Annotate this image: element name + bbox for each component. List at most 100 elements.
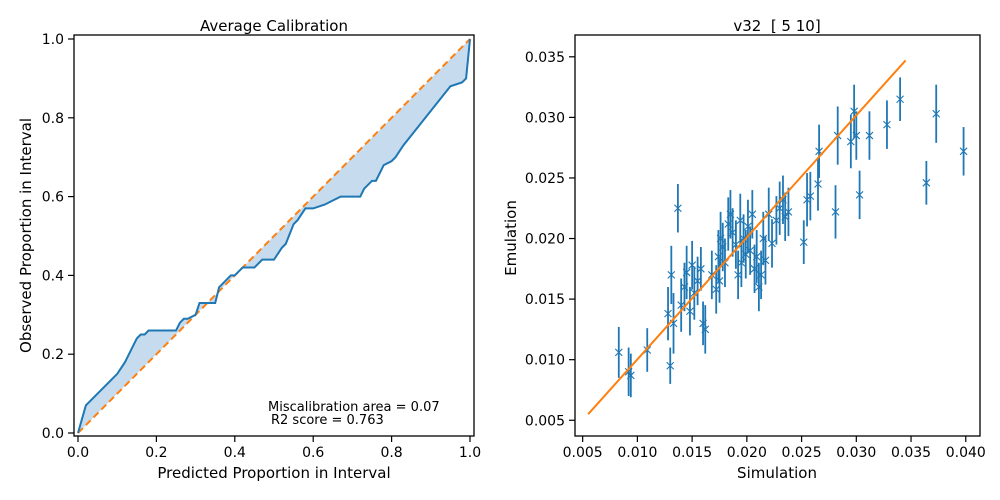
scatter-point	[712, 265, 721, 314]
x-marker	[932, 109, 941, 118]
x-marker	[664, 309, 672, 318]
scatter-axes-frame	[574, 34, 981, 437]
x-marker	[736, 216, 745, 225]
scatter-x-tick-label: 0.020	[727, 445, 767, 461]
scatter-point	[855, 170, 864, 220]
calibration-title: Average Calibration	[200, 17, 348, 35]
calibration-x-tick-label: 0.0	[67, 445, 89, 461]
calibration-curve	[77, 38, 471, 434]
scatter-point	[696, 247, 705, 291]
scatter-x-tick-label: 0.040	[946, 445, 986, 461]
calibration-x-tick-label: 0.4	[224, 445, 246, 461]
x-marker	[746, 246, 755, 255]
scatter-point	[781, 192, 790, 241]
x-marker	[682, 268, 691, 277]
x-marker	[883, 120, 891, 129]
scatter-title: v32 [ 5 10]	[733, 17, 820, 35]
x-marker	[772, 216, 781, 225]
calibration-x-tick-label: 0.8	[380, 445, 402, 461]
scatter-point	[701, 305, 710, 354]
scatter-point	[932, 84, 941, 143]
scatter-y-tick-label: 0.005	[525, 413, 565, 429]
scatter-point	[734, 250, 742, 300]
scatter-point	[831, 185, 840, 239]
calibration-axes-frame	[73, 34, 475, 437]
scatter-point	[784, 187, 793, 237]
x-marker	[686, 307, 694, 316]
fit-line	[587, 59, 907, 415]
x-marker	[775, 204, 784, 213]
scatter-point	[682, 245, 691, 300]
scatter-point	[761, 236, 770, 285]
scatter-point	[686, 286, 694, 336]
x-marker	[690, 289, 699, 297]
scatter-point	[674, 184, 682, 233]
scatter-point	[614, 326, 623, 378]
x-marker	[959, 147, 968, 156]
x-marker	[922, 178, 931, 187]
x-marker	[799, 238, 808, 247]
scatter-point	[883, 100, 891, 149]
scatter-point	[768, 219, 776, 268]
x-marker	[667, 270, 676, 279]
scatter-point	[799, 220, 808, 264]
scatter-point	[959, 127, 968, 176]
r2-score-annotation: R2 score = 0.763	[271, 413, 384, 428]
scatter-y-tick-label: 0.015	[525, 292, 565, 308]
scatter-y-tick-label: 0.035	[525, 50, 565, 66]
scatter-point	[667, 245, 676, 304]
x-marker	[734, 270, 742, 279]
x-marker	[715, 277, 724, 285]
scatter-y-tick-label: 0.010	[525, 353, 565, 369]
x-marker	[712, 285, 721, 294]
calibration-y-tick-label: 1.0	[42, 32, 64, 48]
scatter-point	[865, 111, 874, 160]
scatter-point	[690, 266, 699, 320]
x-marker	[768, 239, 776, 248]
x-marker	[674, 204, 682, 213]
scatter-y-axis-label: Emulation	[502, 200, 520, 276]
calibration-x-tick-label: 0.6	[302, 445, 324, 461]
calibration-y-tick-label: 0.0	[42, 426, 64, 442]
scatter-y-tick-label: 0.025	[525, 171, 565, 187]
scatter-x-tick-label: 0.025	[782, 445, 822, 461]
x-marker	[855, 191, 864, 199]
emulation-scatter-plot: 0.005 0.010 0.015 0.020 0.025 0.030 0.035 0.040…	[502, 17, 986, 482]
scatter-point	[666, 347, 675, 384]
scatter-x-tick-label: 0.010	[617, 445, 657, 461]
scatter-point	[806, 171, 815, 221]
calibration-y-tick-label: 0.4	[42, 268, 64, 284]
scatter-point	[896, 77, 904, 122]
calibration-y-axis-label: Observed Proportion in Interval	[17, 118, 35, 353]
scatter-y-tick-label: 0.020	[525, 232, 565, 248]
scatter-point	[693, 256, 702, 306]
x-marker	[666, 361, 675, 370]
x-marker	[761, 256, 770, 265]
x-marker	[806, 192, 815, 201]
scatter-point	[814, 157, 822, 211]
x-marker	[896, 95, 904, 104]
x-marker	[626, 371, 635, 380]
x-marker	[814, 180, 822, 188]
x-marker	[701, 325, 710, 334]
calibration-x-axis-label: Predicted Proportion in Interval	[157, 464, 390, 482]
scatter-point	[775, 181, 784, 235]
scatter-x-tick-label: 0.035	[891, 445, 931, 461]
x-marker	[831, 207, 840, 216]
scatter-x-tick-label: 0.015	[672, 445, 712, 461]
calibration-y-tick-label: 0.6	[42, 190, 64, 206]
x-marker	[728, 228, 737, 237]
x-marker	[865, 131, 874, 140]
scatter-x-tick-label: 0.030	[836, 445, 876, 461]
x-marker	[748, 210, 757, 219]
miscalibration-area-annotation: Miscalibration area = 0.07	[268, 400, 440, 415]
x-marker	[757, 270, 765, 279]
scatter-point	[664, 286, 672, 341]
scatter-y-tick-label: 0.030	[525, 110, 565, 126]
scatter-point	[757, 250, 765, 300]
scatter-x-axis-label: Simulation	[737, 464, 817, 482]
calibration-x-tick-label: 0.2	[145, 445, 167, 461]
x-marker	[614, 348, 623, 357]
scatter-point	[752, 230, 761, 284]
